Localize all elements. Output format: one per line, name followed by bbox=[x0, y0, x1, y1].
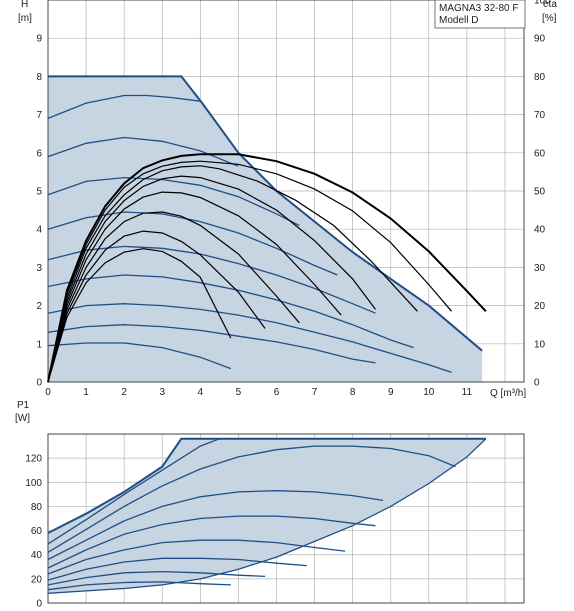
x-tick-label: 10 bbox=[423, 387, 435, 398]
head-curve-panel: 0 1 2 3 4 5 6 7 8 9 10 1101234567890102030405060708… bbox=[36, 0, 551, 398]
power-curve bbox=[47, 490, 384, 561]
head-axis-unit: [m] bbox=[18, 13, 32, 24]
eta-tick-label: 30 bbox=[534, 263, 546, 274]
head-tick-label: 8 bbox=[36, 72, 42, 83]
x-tick-label: 11 bbox=[462, 387, 473, 398]
x-tick-label: 7 bbox=[312, 387, 318, 398]
eta-tick-label: 20 bbox=[534, 301, 546, 312]
power-tick-label: 20 bbox=[31, 574, 43, 585]
power-axis-unit: [W] bbox=[15, 413, 30, 424]
head-tick-label: 0 bbox=[36, 378, 42, 389]
head-curve bbox=[47, 274, 414, 349]
power-curve bbox=[47, 515, 376, 569]
power-curve bbox=[47, 581, 231, 591]
pump-model-subtitle: Modell D bbox=[439, 15, 478, 26]
power-curve bbox=[47, 438, 220, 545]
eta-axis-label: eta bbox=[543, 0, 557, 10]
power-curve bbox=[47, 570, 266, 586]
x-tick-label: 6 bbox=[274, 387, 280, 398]
title-box: MAGNA3 32-80 F Modell D bbox=[434, 0, 526, 29]
head-curve bbox=[47, 324, 376, 364]
efficiency-curve bbox=[47, 248, 232, 383]
eta-tick-label: 10 bbox=[534, 339, 546, 350]
eta-tick-label: 100 bbox=[534, 0, 551, 7]
power-tick-label: 40 bbox=[31, 550, 43, 561]
head-plot-frame bbox=[47, 0, 525, 383]
efficiency-curve bbox=[47, 165, 418, 383]
x-tick-label: 9 bbox=[388, 387, 394, 398]
x-tick-label: 2 bbox=[121, 387, 127, 398]
eta-tick-label: 80 bbox=[534, 72, 546, 83]
head-tick-label: 5 bbox=[36, 187, 42, 198]
efficiency-curve bbox=[47, 175, 376, 383]
eta-tick-label: 60 bbox=[534, 148, 546, 159]
eta-axis-unit: [%] bbox=[542, 13, 557, 24]
max-head-curve bbox=[48, 75, 483, 352]
power-curve bbox=[47, 445, 456, 553]
power-curve bbox=[47, 438, 487, 594]
head-curve bbox=[47, 342, 232, 370]
x-tick-label: 5 bbox=[236, 387, 242, 398]
head-tick-label: 1 bbox=[36, 339, 42, 350]
eta-tick-label: 90 bbox=[534, 34, 546, 45]
efficiency-curve bbox=[47, 191, 342, 383]
max-power-curve bbox=[47, 437, 486, 534]
head-tick-label: 7 bbox=[36, 110, 42, 121]
power-curve bbox=[47, 539, 346, 575]
x-tick-label: 0 bbox=[45, 387, 51, 398]
x-tick-label: 1 bbox=[83, 387, 89, 398]
power-tick-label: 60 bbox=[31, 526, 43, 537]
power-tick-label: 120 bbox=[25, 454, 42, 465]
head-curve bbox=[47, 94, 201, 120]
power-curve-panel: 0 20 40 60 80 100 120 bbox=[25, 433, 525, 610]
head-tick-label: 9 bbox=[36, 34, 42, 45]
head-tick-label: 6 bbox=[36, 148, 42, 159]
efficiency-curve bbox=[47, 160, 453, 383]
efficiency-curve bbox=[47, 230, 266, 383]
eta-tick-label: 70 bbox=[534, 110, 546, 121]
power-plot-frame bbox=[47, 433, 525, 604]
head-tick-label: 3 bbox=[36, 263, 42, 274]
eta-tick-label: 40 bbox=[534, 225, 546, 236]
power-tick-label: 80 bbox=[31, 502, 43, 513]
head-curve bbox=[47, 245, 376, 314]
x-tick-label: 4 bbox=[198, 387, 204, 398]
x-tick-label: 8 bbox=[350, 387, 356, 398]
power-curve bbox=[47, 557, 307, 581]
head-curve bbox=[47, 176, 300, 226]
head-axis-label: H bbox=[21, 0, 28, 10]
efficiency-curve bbox=[47, 153, 487, 383]
power-tick-label: 0 bbox=[36, 599, 42, 610]
x-tick-label: 3 bbox=[159, 387, 165, 398]
head-tick-label: 2 bbox=[36, 301, 42, 312]
flow-axis-label: Q [m³/h] bbox=[490, 388, 526, 399]
pump-model-title: MAGNA3 32-80 F bbox=[439, 3, 518, 14]
power-axis-label: P1 bbox=[17, 400, 30, 411]
eta-tick-label: 0 bbox=[534, 378, 540, 389]
efficiency-curve bbox=[47, 211, 300, 383]
head-tick-label: 4 bbox=[36, 225, 42, 236]
power-tick-label: 100 bbox=[25, 478, 42, 489]
eta-tick-label: 50 bbox=[534, 187, 546, 198]
